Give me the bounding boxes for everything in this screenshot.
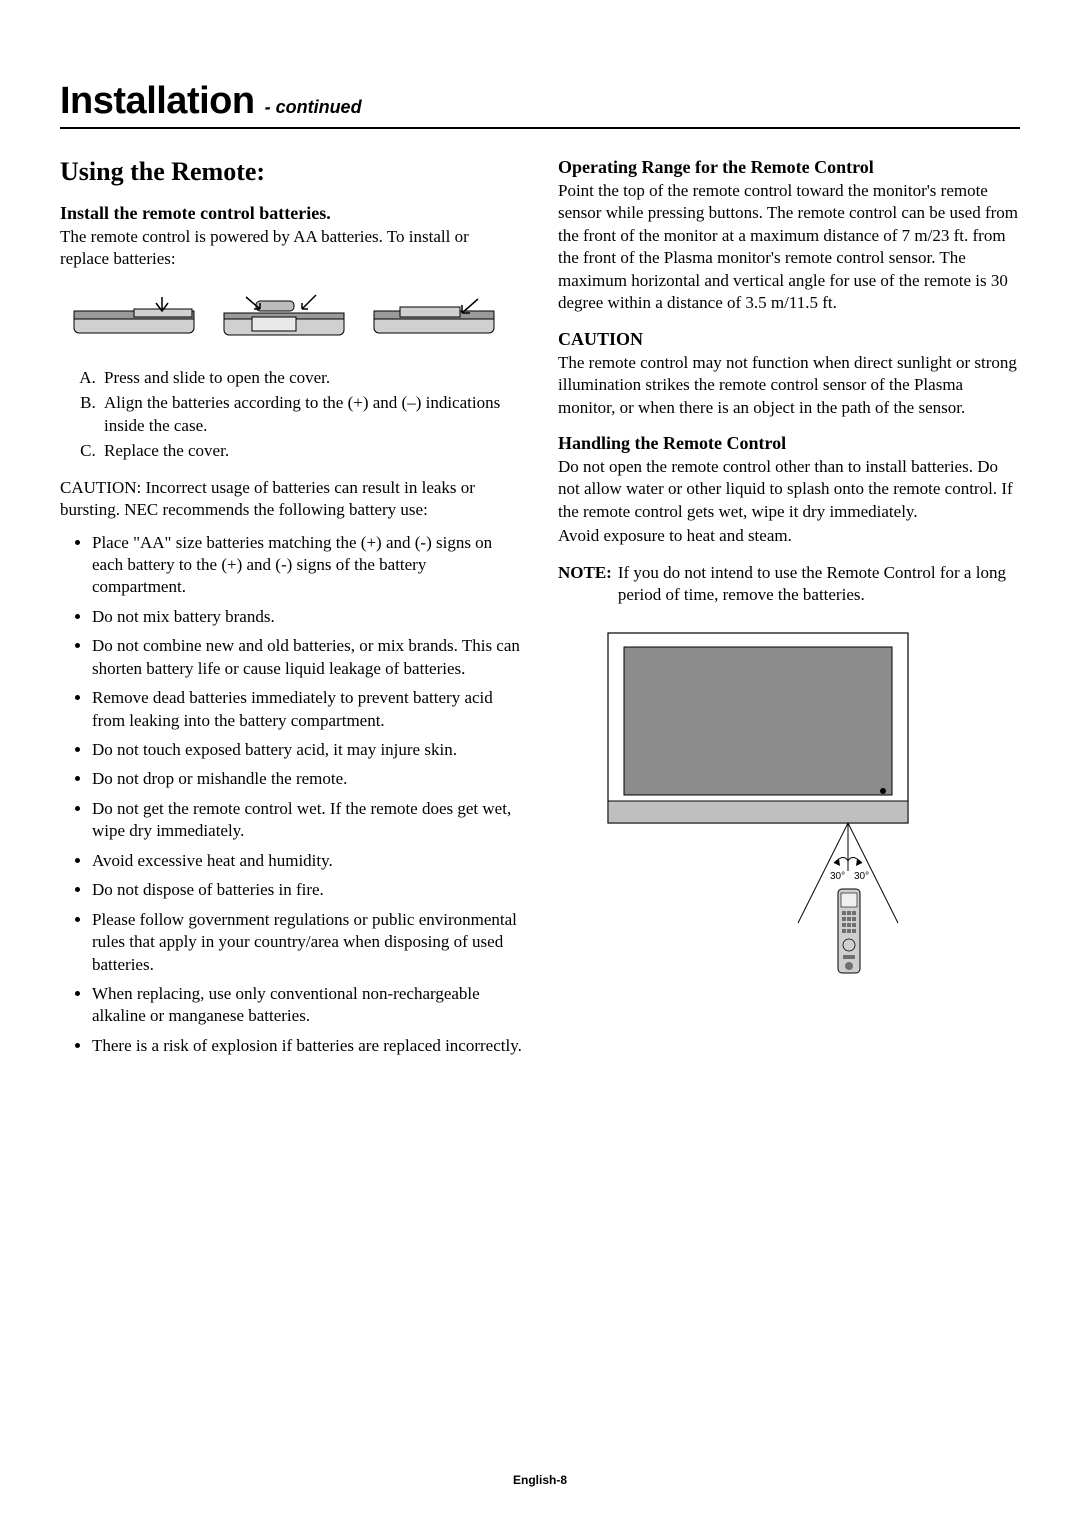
list-item: Do not mix battery brands. bbox=[92, 606, 522, 628]
caution-intro: CAUTION: Incorrect usage of batteries ca… bbox=[60, 477, 522, 522]
header-title: Installation bbox=[60, 80, 255, 122]
right-column: Operating Range for the Remote Control P… bbox=[558, 157, 1020, 1071]
list-item: Do not get the remote control wet. If th… bbox=[92, 798, 522, 843]
list-item: Do not combine new and old batteries, or… bbox=[92, 635, 522, 680]
range-paragraph: Point the top of the remote control towa… bbox=[558, 180, 1020, 315]
install-step: Replace the cover. bbox=[100, 440, 522, 463]
list-item: Place "AA" size batteries matching the (… bbox=[92, 532, 522, 599]
battery-step-b-icon bbox=[220, 289, 360, 345]
list-item: Please follow government regulations or … bbox=[92, 909, 522, 976]
battery-step-a-icon bbox=[70, 289, 210, 345]
page-footer: English-8 bbox=[0, 1473, 1080, 1487]
install-step: Align the batteries according to the (+)… bbox=[100, 392, 522, 438]
note-text: If you do not intend to use the Remote C… bbox=[618, 562, 1020, 607]
list-item: There is a risk of explosion if batterie… bbox=[92, 1035, 522, 1057]
handling-paragraph-2: Avoid exposure to heat and steam. bbox=[558, 525, 1020, 547]
install-step: Press and slide to open the cover. bbox=[100, 367, 522, 390]
caution-paragraph: The remote control may not function when… bbox=[558, 352, 1020, 419]
operating-range-diagram: 30° 30° bbox=[588, 623, 1020, 988]
header-subtitle: - continued bbox=[265, 97, 362, 117]
caution-heading: CAUTION bbox=[558, 329, 1020, 350]
list-item: Remove dead batteries immediately to pre… bbox=[92, 687, 522, 732]
list-item: Do not touch exposed battery acid, it ma… bbox=[92, 739, 522, 761]
install-paragraph: The remote control is powered by AA batt… bbox=[60, 226, 522, 271]
list-item: Avoid excessive heat and humidity. bbox=[92, 850, 522, 872]
page-header: Installation - continued bbox=[60, 80, 1020, 129]
angle-right-label: 30° bbox=[854, 871, 869, 882]
handling-heading: Handling the Remote Control bbox=[558, 433, 1020, 454]
list-item: Do not dispose of batteries in fire. bbox=[92, 879, 522, 901]
install-heading: Install the remote control batteries. bbox=[60, 203, 522, 224]
range-heading: Operating Range for the Remote Control bbox=[558, 157, 1020, 178]
note-block: NOTE: If you do not intend to use the Re… bbox=[558, 562, 1020, 607]
handling-paragraph-1: Do not open the remote control other tha… bbox=[558, 456, 1020, 523]
install-steps-list: Press and slide to open the cover. Align… bbox=[82, 367, 522, 463]
list-item: When replacing, use only conventional no… bbox=[92, 983, 522, 1028]
section-title: Using the Remote: bbox=[60, 157, 522, 187]
note-label: NOTE: bbox=[558, 562, 612, 607]
list-item: Do not drop or mishandle the remote. bbox=[92, 768, 522, 790]
battery-step-c-icon bbox=[370, 289, 510, 345]
angle-left-label: 30° bbox=[830, 871, 845, 882]
battery-illustration-row bbox=[70, 289, 522, 345]
remote-icon bbox=[838, 889, 860, 973]
battery-caution-list: Place "AA" size batteries matching the (… bbox=[76, 532, 522, 1058]
left-column: Using the Remote: Install the remote con… bbox=[60, 157, 522, 1071]
